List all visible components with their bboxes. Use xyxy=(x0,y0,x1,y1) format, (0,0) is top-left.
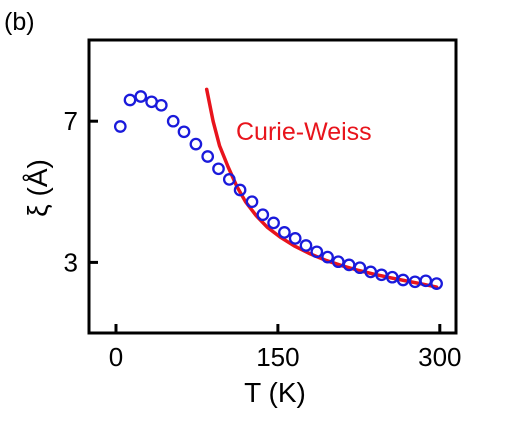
y-axis-label: ξ (Å) xyxy=(22,159,53,217)
data-point xyxy=(430,277,443,290)
data-point xyxy=(299,239,313,252)
data-point xyxy=(267,216,280,230)
x-tick-label: 300 xyxy=(418,342,461,372)
x-tick-label: 0 xyxy=(109,342,123,372)
panel-label: (b) xyxy=(4,8,35,36)
data-point xyxy=(134,90,148,103)
y-tick-label: 7 xyxy=(64,106,78,136)
data-point xyxy=(353,261,367,275)
data-point xyxy=(154,98,168,112)
y-tick-label: 3 xyxy=(64,247,78,277)
data-point xyxy=(177,125,191,139)
data-point xyxy=(201,150,215,163)
data-point xyxy=(396,273,410,287)
data-point xyxy=(212,162,225,176)
data-point xyxy=(222,173,236,186)
data-point xyxy=(123,93,137,107)
data-point xyxy=(331,255,345,269)
x-tick-label: 150 xyxy=(256,342,299,372)
data-point xyxy=(245,195,259,209)
data-point xyxy=(189,137,203,151)
x-axis-label: T (K) xyxy=(244,377,306,408)
data-point xyxy=(256,208,270,222)
plot-frame xyxy=(87,38,458,335)
data-point xyxy=(166,114,180,128)
data-point xyxy=(321,250,334,264)
curie-weiss-fit-line xyxy=(204,87,439,289)
plot-marks xyxy=(113,87,443,290)
data-point xyxy=(288,232,302,245)
data-point xyxy=(310,245,324,259)
data-point xyxy=(233,183,247,197)
axis-ticks: 0 150 300 3 7 xyxy=(64,106,462,372)
data-point xyxy=(278,226,291,239)
data-point xyxy=(113,120,127,133)
curie-weiss-annotation: Curie-Weiss xyxy=(236,118,372,146)
